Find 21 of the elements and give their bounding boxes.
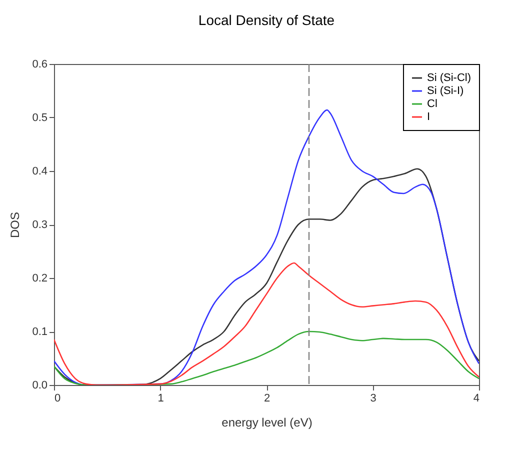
- legend-label: I: [427, 111, 430, 123]
- legend-label: Si (Si-I): [427, 85, 464, 97]
- y-tick-label: 0.4: [32, 166, 48, 178]
- y-tick-label: 0.2: [32, 272, 48, 284]
- y-tick-label: 0.1: [32, 326, 48, 338]
- legend-label: Si (Si-Cl): [427, 72, 471, 84]
- y-tick-label: 0.0: [32, 380, 48, 392]
- x-tick-label: 2: [264, 392, 270, 404]
- y-tick-label: 0.3: [32, 219, 48, 231]
- y-tick-label: 0.5: [32, 112, 48, 124]
- x-tick-label: 3: [370, 392, 376, 404]
- chart-title: Local Density of State: [198, 12, 335, 28]
- y-tick-label: 0.6: [32, 58, 48, 70]
- x-axis-title: energy level (eV): [222, 416, 312, 430]
- line-series: [54, 262, 479, 385]
- y-axis-title: DOS: [8, 212, 22, 238]
- x-tick-label: 0: [54, 392, 61, 404]
- legend-label: Cl: [427, 98, 438, 110]
- x-tick-label: 1: [158, 392, 164, 404]
- line-series: [54, 109, 479, 385]
- x-tick-label: 4: [473, 392, 480, 404]
